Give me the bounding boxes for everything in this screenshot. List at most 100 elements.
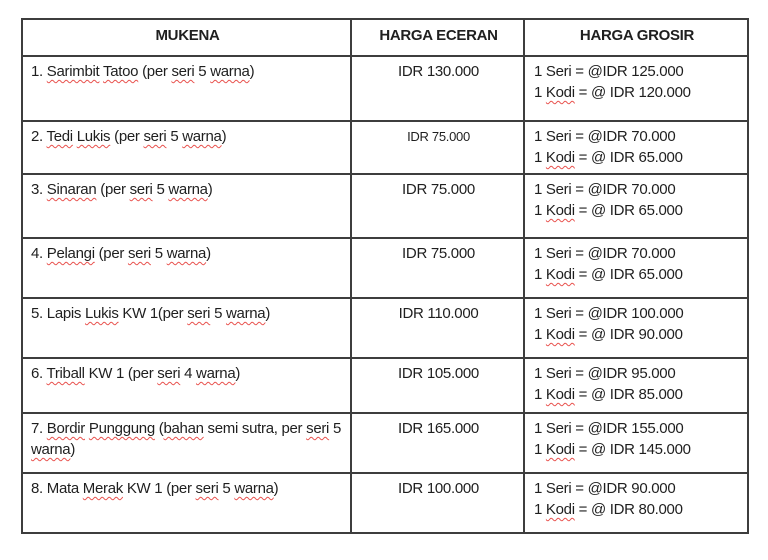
misspelled-word: seri: [195, 480, 219, 497]
table-row: 3. Sinaran (per seri 5 warna) IDR 75.000 1…: [21, 173, 749, 239]
text-segment: = @ IDR 85.000: [574, 386, 683, 403]
text-segment: 1.: [31, 63, 47, 80]
misspelled-word: Kodi: [545, 266, 575, 283]
text-segment: = @ IDR 90.000: [574, 326, 683, 343]
text-segment: ): [249, 63, 255, 80]
text-segment: 1: [534, 501, 546, 518]
price-table-body: 1. Sarimbit Tatoo (per seri 5 warna) IDR …: [21, 55, 749, 534]
table-row: 6. Triball KW 1 (per seri 4 warna) IDR 10…: [21, 357, 749, 414]
text-segment: 4.: [31, 245, 47, 262]
wholesale-price-cell: 1 Seri = @IDR 70.000 1 Kodi = @ IDR 65.00…: [523, 173, 749, 239]
text-segment: 1 Seri = @IDR 90.000: [534, 480, 676, 497]
text-segment: 1 Seri = @IDR 100.000: [534, 305, 684, 322]
misspelled-word: warna: [226, 305, 266, 322]
text-segment: = @ IDR 145.000: [574, 441, 691, 458]
text-segment: 5: [166, 128, 183, 145]
text-segment: 5: [150, 245, 167, 262]
misspelled-word: warna: [168, 181, 208, 198]
retail-price-cell: IDR 105.000: [350, 357, 525, 414]
text-segment: (per: [110, 128, 144, 145]
misspelled-word: Pelangi: [46, 245, 95, 262]
misspelled-word: warna: [166, 245, 207, 262]
wholesale-price-cell: 1 Seri = @IDR 95.000 1 Kodi = @ IDR 85.00…: [523, 357, 749, 414]
misspelled-word: seri: [306, 420, 330, 437]
text-segment: = @ IDR 80.000: [574, 501, 683, 518]
misspelled-word: Kodi: [545, 149, 575, 166]
misspelled-word: seri: [187, 305, 211, 322]
misspelled-word: seri: [129, 181, 153, 198]
text-segment: 1: [534, 441, 546, 458]
misspelled-word: warna: [182, 128, 222, 145]
text-segment: ): [70, 441, 76, 458]
misspelled-word: warna: [31, 441, 71, 458]
retail-price-cell: IDR 110.000: [350, 297, 525, 359]
wholesale-price-line: 1 Kodi = @ IDR 65.000: [534, 200, 741, 221]
table-row: 1. Sarimbit Tatoo (per seri 5 warna) IDR …: [21, 55, 749, 122]
text-segment: (per: [138, 63, 172, 80]
misspelled-word: warna: [210, 63, 250, 80]
text-segment: KW 1(per: [118, 305, 188, 322]
misspelled-word: Sarimbit: [46, 63, 100, 80]
column-header-mukena: MUKENA: [21, 18, 352, 57]
text-segment: 1 Seri = @IDR 95.000: [534, 365, 676, 382]
misspelled-word: Bordir: [46, 420, 86, 437]
misspelled-word: Tatoo: [103, 63, 139, 80]
text-segment: 1 Seri = @IDR 125.000: [534, 63, 684, 80]
text-segment: (: [154, 420, 164, 437]
table-row: 8. Mata Merak KW 1 (per seri 5 warna) IDR…: [21, 472, 749, 534]
product-name-cell: 2. Tedi Lukis (per seri 5 warna): [21, 120, 352, 175]
text-segment: 1 Seri = @IDR 70.000: [534, 181, 676, 198]
wholesale-price-line: 1 Kodi = @ IDR 85.000: [534, 384, 741, 405]
text-segment: 1: [534, 266, 546, 283]
wholesale-price-line: 1 Kodi = @ IDR 80.000: [534, 499, 741, 520]
misspelled-word: Tedi: [46, 128, 74, 145]
table-row: 5. Lapis Lukis KW 1(per seri 5 warna) IDR…: [21, 297, 749, 359]
retail-price-cell: IDR 165.000: [350, 412, 525, 474]
misspelled-word: Lukis: [76, 128, 111, 145]
text-segment: 1: [534, 149, 546, 166]
text-segment: ): [221, 128, 227, 145]
text-segment: (per: [94, 245, 128, 262]
text-segment: 7.: [31, 420, 47, 437]
text-segment: = @ IDR 65.000: [574, 266, 683, 283]
product-name-cell: 5. Lapis Lukis KW 1(per seri 5 warna): [21, 297, 352, 359]
column-header-harga-eceran: HARGA ECERAN: [350, 18, 525, 57]
wholesale-price-line: 1 Kodi = @ IDR 145.000: [534, 439, 741, 460]
table-row: 7. Bordir Punggung (bahan semi sutra, pe…: [21, 412, 749, 474]
text-segment: 5: [329, 420, 342, 437]
wholesale-price-line: 1 Seri = @IDR 70.000: [534, 243, 741, 264]
product-name-cell: 4. Pelangi (per seri 5 warna): [21, 237, 352, 299]
text-segment: = @ IDR 65.000: [574, 149, 683, 166]
text-segment: ): [265, 305, 271, 322]
text-segment: 5. Lapis: [31, 305, 86, 322]
text-segment: ): [273, 480, 279, 497]
misspelled-word: seri: [157, 365, 181, 382]
table-header-row: MUKENA HARGA ECERAN HARGA GROSIR: [21, 18, 749, 57]
retail-price-cell: IDR 130.000: [350, 55, 525, 122]
text-segment: 1: [534, 326, 546, 343]
mukena-price-table: MUKENA HARGA ECERAN HARGA GROSIR 1. Sari…: [21, 18, 749, 534]
retail-price-cell: IDR 75.000: [350, 120, 525, 175]
wholesale-price-cell: 1 Seri = @IDR 90.000 1 Kodi = @ IDR 80.00…: [523, 472, 749, 534]
misspelled-word: Kodi: [545, 202, 575, 219]
wholesale-price-line: 1 Seri = @IDR 155.000: [534, 418, 741, 439]
misspelled-word: Kodi: [545, 84, 575, 101]
text-segment: ): [207, 181, 213, 198]
text-segment: 1 Seri = @IDR 155.000: [534, 420, 684, 437]
misspelled-word: Lukis: [85, 305, 119, 322]
text-segment: 2.: [31, 128, 47, 145]
wholesale-price-cell: 1 Seri = @IDR 125.000 1 Kodi = @ IDR 120.…: [523, 55, 749, 122]
text-segment: 5: [194, 63, 211, 80]
product-name-cell: 8. Mata Merak KW 1 (per seri 5 warna): [21, 472, 352, 534]
wholesale-price-line: 1 Kodi = @ IDR 120.000: [534, 82, 741, 103]
misspelled-word: Kodi: [545, 386, 575, 403]
wholesale-price-line: 1 Kodi = @ IDR 65.000: [534, 264, 741, 285]
text-segment: 5: [218, 480, 235, 497]
misspelled-word: seri: [143, 128, 167, 145]
column-header-harga-grosir: HARGA GROSIR: [523, 18, 749, 57]
text-segment: 4: [180, 365, 197, 382]
wholesale-price-line: 1 Seri = @IDR 70.000: [534, 179, 741, 200]
text-segment: 1 Seri = @IDR 70.000: [534, 245, 676, 262]
text-segment: KW 1 (per: [122, 480, 196, 497]
